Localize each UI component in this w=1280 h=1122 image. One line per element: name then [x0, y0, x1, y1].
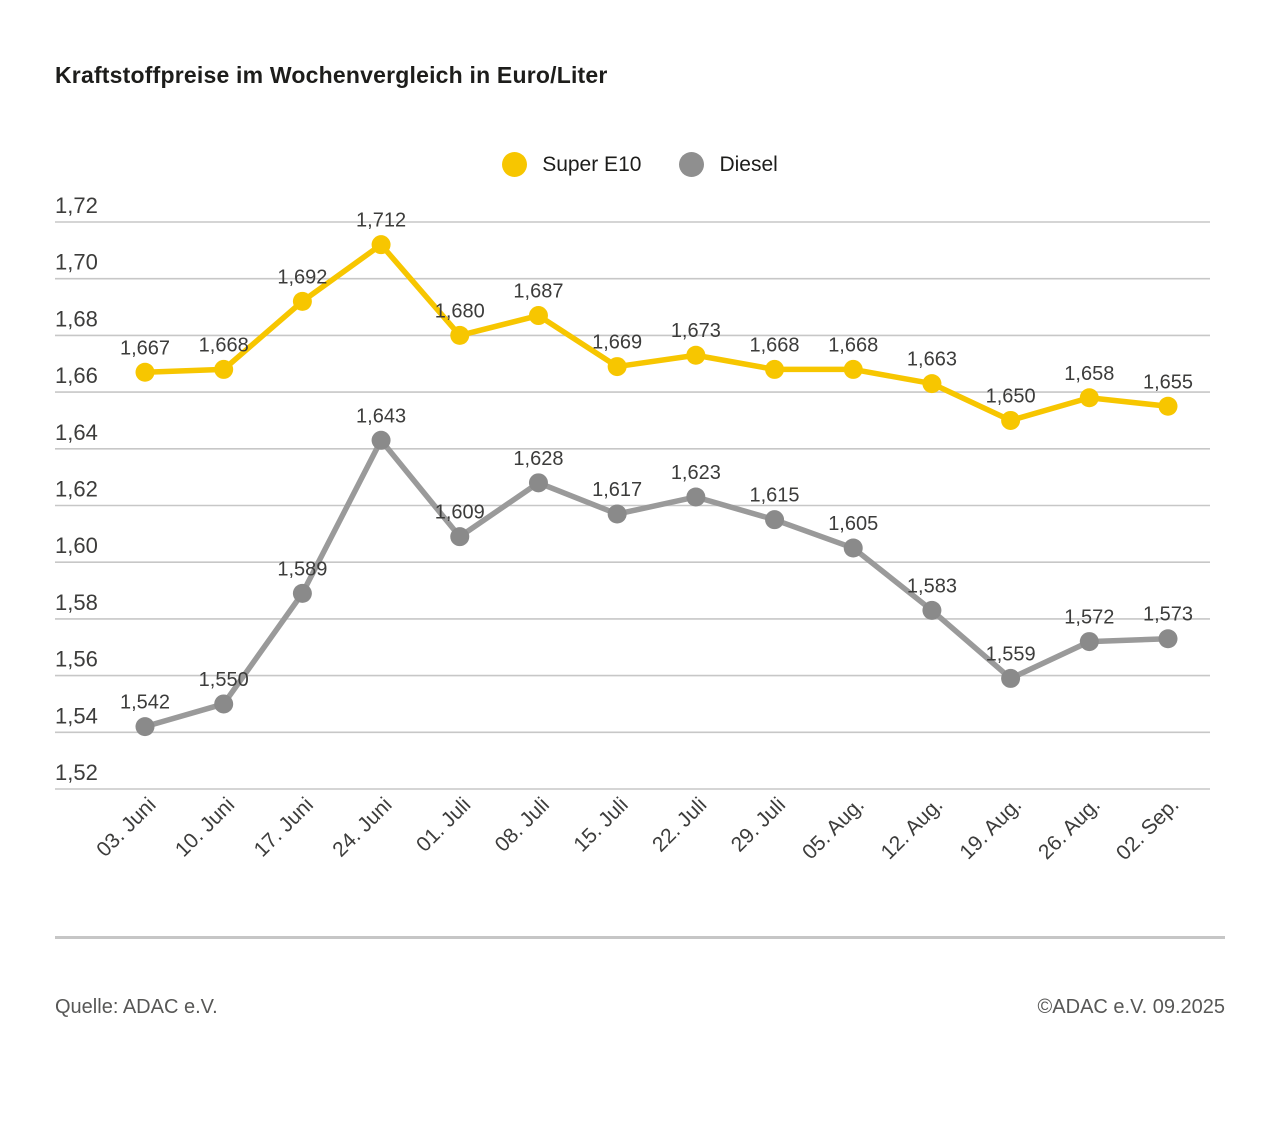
x-axis-tick-label: 29. Juli	[727, 793, 790, 856]
data-point-label: 1,668	[199, 334, 249, 356]
data-point-diesel	[686, 487, 706, 507]
legend-item-super-e10: Super E10	[502, 152, 641, 177]
data-point-diesel	[371, 430, 391, 450]
data-point-label: 1,589	[277, 558, 327, 580]
data-point-diesel	[1079, 632, 1099, 652]
data-point-label: 1,673	[671, 320, 721, 342]
x-axis-tick-label: 26. Aug.	[1034, 793, 1105, 864]
data-point-label: 1,669	[592, 332, 642, 354]
x-axis-tick-label: 03. Juni	[92, 793, 160, 861]
x-axis-tick-label: 08. Juli	[491, 793, 554, 856]
data-point-label: 1,559	[986, 643, 1036, 665]
data-point-label: 1,650	[986, 385, 1036, 407]
series-line-diesel	[142, 437, 1171, 730]
x-axis-tick-label: 24. Juni	[328, 793, 396, 861]
chart-legend: Super E10 Diesel	[0, 152, 1280, 177]
data-point-super-e10	[843, 359, 863, 379]
data-point-label: 1,668	[750, 334, 800, 356]
data-point-label: 1,572	[1064, 607, 1114, 629]
legend-label-diesel: Diesel	[719, 152, 778, 176]
data-point-super-e10	[450, 325, 470, 345]
y-axis-tick-label: 1,72	[55, 193, 98, 218]
data-point-diesel	[450, 527, 470, 547]
y-axis-tick-label: 1,66	[55, 363, 98, 388]
data-point-super-e10	[528, 306, 548, 326]
data-point-diesel	[765, 510, 785, 530]
y-axis-tick-label: 1,64	[55, 420, 98, 445]
page-title: Kraftstoffpreise im Wochenvergleich in E…	[55, 62, 608, 88]
data-point-label: 1,663	[907, 349, 957, 371]
y-axis-tick-label: 1,68	[55, 306, 98, 331]
data-point-label: 1,628	[513, 448, 563, 470]
y-axis-tick-label: 1,52	[55, 760, 98, 785]
x-axis-tick-label: 02. Sep.	[1112, 793, 1184, 865]
data-point-label: 1,550	[199, 669, 249, 691]
data-point-label: 1,655	[1143, 371, 1193, 393]
data-point-label: 1,605	[828, 513, 878, 535]
x-axis-tick-label: 01. Juli	[412, 793, 475, 856]
data-point-super-e10	[292, 291, 312, 311]
super-e10-dot-icon	[502, 152, 528, 177]
data-point-label: 1,583	[907, 575, 957, 597]
copyright-text: ©ADAC e.V. 09.2025	[1037, 996, 1225, 1018]
data-point-super-e10	[765, 359, 785, 379]
data-point-diesel	[843, 538, 863, 558]
data-point-diesel	[922, 600, 942, 620]
data-point-label: 1,658	[1064, 363, 1114, 385]
y-axis-tick-label: 1,58	[55, 590, 98, 615]
data-point-super-e10	[214, 359, 234, 379]
x-axis-tick-label: 10. Juni	[171, 793, 239, 861]
x-axis-tick-label: 12. Aug.	[877, 793, 948, 864]
data-point-label: 1,643	[356, 405, 406, 427]
data-point-super-e10	[607, 357, 627, 377]
data-point-diesel	[214, 694, 234, 714]
source-text: Quelle: ADAC e.V.	[55, 996, 218, 1018]
data-point-diesel	[607, 504, 627, 524]
data-point-super-e10	[371, 235, 391, 255]
data-point-super-e10	[1079, 388, 1099, 408]
data-point-super-e10	[922, 374, 942, 394]
data-point-diesel	[1158, 629, 1178, 649]
legend-item-diesel: Diesel	[679, 152, 778, 177]
data-point-label: 1,573	[1143, 604, 1193, 626]
y-axis-tick-label: 1,62	[55, 477, 98, 502]
data-point-label: 1,668	[828, 334, 878, 356]
data-point-super-e10	[135, 362, 155, 382]
x-axis-tick-label: 15. Juli	[569, 793, 632, 856]
data-point-diesel	[135, 717, 155, 737]
y-axis-tick-label: 1,56	[55, 647, 98, 672]
data-point-label: 1,542	[120, 692, 170, 714]
diesel-dot-icon	[679, 152, 705, 177]
legend-label-super-e10: Super E10	[542, 152, 642, 176]
data-point-diesel	[292, 583, 312, 603]
data-point-label: 1,667	[120, 337, 170, 359]
data-point-label: 1,623	[671, 462, 721, 484]
x-axis-tick-label: 05. Aug.	[798, 793, 869, 864]
data-point-super-e10	[686, 345, 706, 365]
x-axis-tick-label: 22. Juli	[648, 793, 711, 856]
x-axis-tick-label: 17. Juni	[250, 793, 318, 861]
data-point-label: 1,609	[435, 502, 485, 524]
y-axis-tick-label: 1,54	[55, 703, 98, 728]
data-point-diesel	[1001, 668, 1021, 688]
data-point-super-e10	[1001, 410, 1021, 430]
x-axis-tick-label: 19. Aug.	[955, 793, 1026, 864]
data-point-label: 1,617	[592, 479, 642, 501]
data-point-label: 1,692	[277, 266, 327, 288]
data-point-label: 1,687	[513, 281, 563, 303]
series-line-super-e10	[142, 241, 1171, 424]
data-point-diesel	[528, 473, 548, 493]
y-axis-tick-label: 1,60	[55, 533, 98, 558]
data-point-label: 1,615	[750, 485, 800, 507]
y-axis-tick-label: 1,70	[55, 250, 98, 275]
data-point-label: 1,680	[435, 300, 485, 322]
footer-divider	[55, 936, 1225, 939]
data-point-super-e10	[1158, 396, 1178, 416]
data-point-label: 1,712	[356, 210, 406, 232]
